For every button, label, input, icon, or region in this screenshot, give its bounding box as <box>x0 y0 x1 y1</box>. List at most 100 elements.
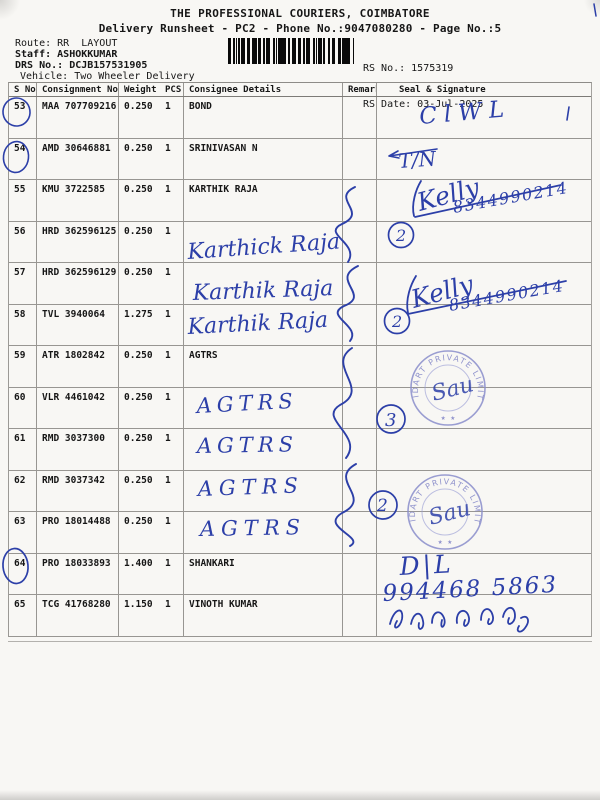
vehicle-label: Vehicle: <box>20 71 75 82</box>
cell-remarks <box>343 97 377 138</box>
cell-sno: 53 <box>9 97 37 138</box>
cell-pcs: 1 <box>159 346 184 387</box>
header-remarks: Remarks <box>343 83 377 96</box>
table-row: 57 HRD 362596129 0.250 1 <box>9 263 591 305</box>
cell-pcs: 1 <box>159 470 184 511</box>
cell-consignment: AMD 30646881 <box>37 138 119 179</box>
cell-seal <box>377 595 591 636</box>
header-seal: Seal & Signature <box>399 85 486 95</box>
cell-weight: 0.250 <box>124 142 153 154</box>
table-row: 59 ATR 1802842 0.250 1 AGTRS <box>9 346 591 388</box>
vehicle-line: Vehicle: Two Wheeler Delivery <box>15 71 195 82</box>
scan-bottom-shadow <box>0 790 600 800</box>
cell-sno: 54 <box>9 138 37 179</box>
cell-consignment: ATR 1802842 <box>37 346 119 387</box>
cell-consignment: VLR 4461042 <box>37 387 119 428</box>
rs-date-line: RS Date: 03-Jul-2025 <box>363 99 484 110</box>
cell-pcs: 1 <box>159 138 184 179</box>
table-row: 61 RMD 3037300 0.250 1 <box>9 429 591 471</box>
cell-seal <box>377 471 591 512</box>
header-pcs: PCS <box>159 83 184 96</box>
cell-seal <box>377 512 591 553</box>
cell-sno: 55 <box>9 180 37 221</box>
cell-consignee <box>184 470 343 511</box>
cell-remarks <box>343 470 377 511</box>
cell-weight: 0.250 <box>124 433 153 444</box>
cell-remarks <box>343 387 377 428</box>
cell-seal <box>377 97 591 138</box>
cell-seal <box>377 346 591 387</box>
cell-weight: 0.250 <box>124 350 153 361</box>
cell-sno: 58 <box>9 304 37 345</box>
cell-weight: 0.250 <box>124 516 153 527</box>
barcode <box>228 38 354 64</box>
cell-pcs: 1 <box>159 387 184 428</box>
cell-sno: 56 <box>9 221 37 262</box>
cell-sno: 59 <box>9 346 37 387</box>
cell-consignment: HRD 362596125 <box>37 221 119 262</box>
cell-weight: 0.250 <box>124 101 153 112</box>
cell-seal <box>377 429 591 470</box>
cell-consignee: KARTHIK RAJA <box>184 180 343 221</box>
cell-remarks <box>343 221 377 262</box>
cell-consignment: KMU 3722585 <box>37 180 119 221</box>
document-title: Delivery Runsheet - PC2 - Phone No.:9047… <box>98 22 502 35</box>
header-consignee: Consignee Details <box>184 83 343 96</box>
cell-consignee: SHANKARI <box>184 553 343 594</box>
cell-sno: 61 <box>9 429 37 470</box>
header-consignment: Consignment No <box>37 83 119 96</box>
route-label: Route: <box>15 38 58 49</box>
cell-pcs: 1 <box>159 429 184 470</box>
cell-consignee: AGTRS <box>184 346 343 387</box>
cell-seal <box>377 388 591 429</box>
cell-remarks <box>343 595 377 636</box>
cell-sno: 57 <box>9 263 37 304</box>
rs-no-line: RS No.: 1575319 <box>363 63 454 74</box>
table-row: 58 TVL 3940064 1.275 1 <box>9 304 591 346</box>
cell-seal <box>377 263 591 304</box>
drs-value: DCJB157531905 <box>69 60 148 71</box>
staff-label: Staff: <box>15 49 58 60</box>
meta-block: Route: RR LAYOUT Staff: ASHOKKUMAR DRS N… <box>15 38 195 82</box>
cell-pcs: 1 <box>159 553 184 594</box>
cell-consignee <box>184 304 343 345</box>
header-weight: Weight <box>124 85 157 95</box>
cell-pcs: 1 <box>159 263 184 304</box>
table-row: 63 PRO 18014488 0.250 1 <box>9 512 591 554</box>
cell-remarks <box>343 180 377 221</box>
cell-consignee: SRINIVASAN N <box>184 138 343 179</box>
cell-consignee <box>184 429 343 470</box>
cell-remarks <box>343 304 377 345</box>
cell-consignment: RMD 3037300 <box>37 429 119 470</box>
cell-weight: 1.150 <box>124 599 153 610</box>
cell-pcs: 1 <box>159 512 184 553</box>
table-row: 62 RMD 3037342 0.250 1 <box>9 470 591 512</box>
cell-consignment: PRO 18033893 <box>37 553 119 594</box>
cell-consignee: BOND <box>184 97 343 138</box>
cell-sno: 64 <box>9 553 37 594</box>
cell-remarks <box>343 138 377 179</box>
table-bottom-rule <box>8 641 592 642</box>
cell-consignee <box>184 387 343 428</box>
cell-remarks <box>343 263 377 304</box>
table-row: 64 PRO 18033893 1.400 1 SHANKARI <box>9 553 591 595</box>
company-title: THE PROFESSIONAL COURIERS, COIMBATORE <box>170 7 430 20</box>
header-sno: S No <box>9 83 37 96</box>
cell-consignee <box>184 512 343 553</box>
cell-consignee <box>184 221 343 262</box>
cell-weight: 0.250 <box>124 267 153 278</box>
cell-pcs: 1 <box>159 221 184 262</box>
cell-pcs: 1 <box>159 180 184 221</box>
cell-consignee <box>184 263 343 304</box>
cell-sno: 62 <box>9 470 37 511</box>
cell-consignment: RMD 3037342 <box>37 470 119 511</box>
staff-line: Staff: ASHOKKUMAR <box>15 49 195 60</box>
cell-weight: 0.250 <box>124 225 153 237</box>
cell-seal <box>377 222 591 263</box>
cell-weight: 0.250 <box>124 184 153 195</box>
table-row: 65 TCG 41768280 1.150 1 VINOTH KUMAR <box>9 595 591 637</box>
cell-sno: 65 <box>9 595 37 636</box>
table-row: 55 KMU 3722585 0.250 1 KARTHIK RAJA <box>9 180 591 222</box>
cell-remarks <box>343 429 377 470</box>
